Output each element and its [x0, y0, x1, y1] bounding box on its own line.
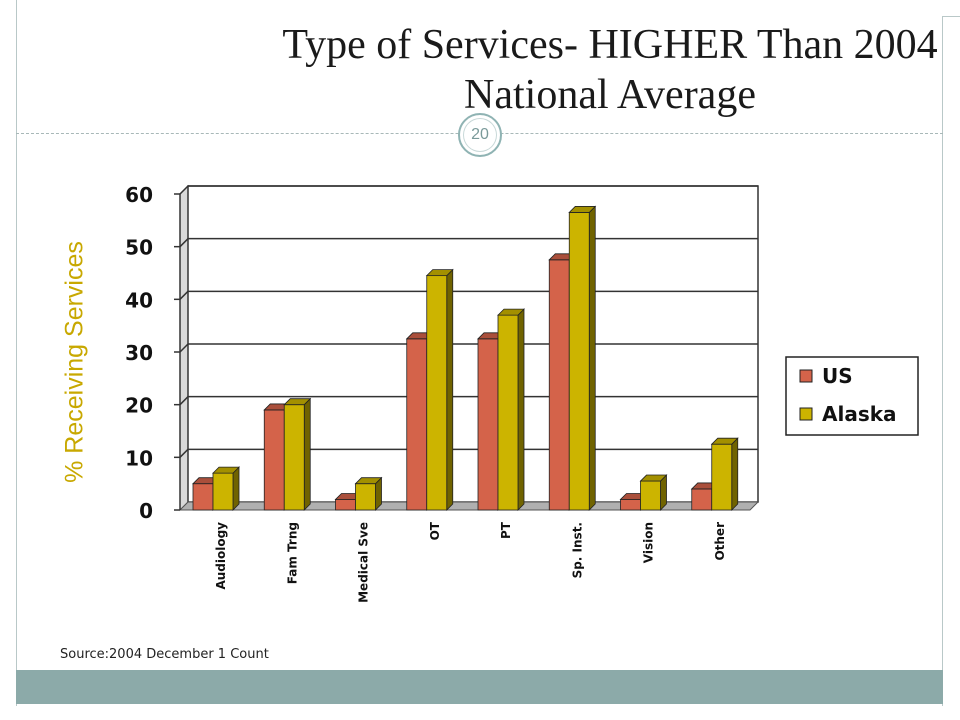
gridline-diagonal: [179, 290, 189, 300]
bar-alaska-side: [232, 466, 240, 511]
bar-alaska-top: [639, 474, 668, 482]
x-tick-label: Vision: [642, 522, 656, 563]
x-tick-label: Sp. Inst.: [570, 522, 584, 578]
x-tick-label: Audiology: [214, 522, 228, 590]
legend-label-alaska: Alaska: [822, 402, 897, 426]
gridline-diagonal: [179, 185, 189, 195]
bar-us: [620, 499, 641, 511]
bar-alaska-side: [731, 437, 739, 511]
bar-alaska-top: [283, 398, 312, 406]
bar-alaska: [640, 480, 661, 511]
gridline-diagonal: [179, 448, 189, 458]
bar-alaska: [283, 404, 305, 511]
y-tick-label: 0: [139, 499, 153, 523]
legend-label-us: US: [822, 364, 853, 388]
x-tick-label: Other: [713, 522, 727, 561]
bar-us: [192, 483, 214, 511]
gridline-diagonal: [179, 238, 189, 248]
footer-bar: [16, 670, 943, 704]
frame-top-line: [942, 16, 960, 17]
bar-us: [335, 499, 356, 511]
bar-alaska-top: [710, 437, 739, 445]
bar-us: [477, 338, 499, 511]
bar-alaska-top: [568, 206, 597, 213]
bar-alaska-top: [354, 477, 383, 485]
bar-alaska: [568, 212, 590, 511]
gridline-diagonal: [179, 343, 189, 353]
bar-alaska-side: [588, 205, 596, 511]
x-tick-label: Fam Trng: [285, 522, 299, 584]
bar-alaska-top: [425, 269, 454, 277]
source-note: Source:2004 December 1 Count: [60, 647, 269, 662]
y-tick-label: 30: [125, 341, 153, 365]
bar-alaska: [711, 443, 733, 511]
bar-us: [691, 488, 713, 511]
bar-alaska: [497, 314, 519, 511]
bar-alaska: [212, 472, 234, 511]
y-tick-label: 10: [125, 446, 153, 470]
y-tick-label: 50: [125, 236, 153, 260]
bar-alaska-side: [446, 268, 454, 511]
bar-alaska-side: [517, 308, 525, 511]
legend-box: [785, 356, 919, 436]
bar-alaska-side: [303, 397, 311, 511]
legend-swatch-us: [799, 369, 813, 383]
bar-alaska: [355, 483, 376, 511]
frame-right-line: [942, 16, 943, 706]
bar-us: [548, 259, 570, 511]
slide-number-badge: 20: [458, 113, 502, 157]
y-tick-label: 60: [125, 183, 153, 207]
y-axis-label: % Receiving Services: [60, 241, 89, 483]
bar-us: [406, 338, 428, 511]
gridline-diagonal: [179, 396, 189, 406]
bar-alaska: [426, 275, 448, 511]
bar-alaska-top: [497, 308, 525, 316]
y-tick-label: 20: [125, 394, 153, 418]
x-tick-label: PT: [499, 521, 513, 539]
x-tick-label: OT: [428, 521, 442, 540]
frame-left-line: [16, 0, 17, 706]
legend-swatch-alaska: [799, 407, 813, 421]
bar-us: [263, 409, 285, 511]
bar-alaska-top: [212, 466, 240, 474]
y-tick-label: 40: [125, 288, 153, 312]
slide-title: Type of Services- HIGHER Than 2004 Natio…: [282, 22, 938, 118]
x-tick-label: Medical Sve: [357, 522, 371, 603]
